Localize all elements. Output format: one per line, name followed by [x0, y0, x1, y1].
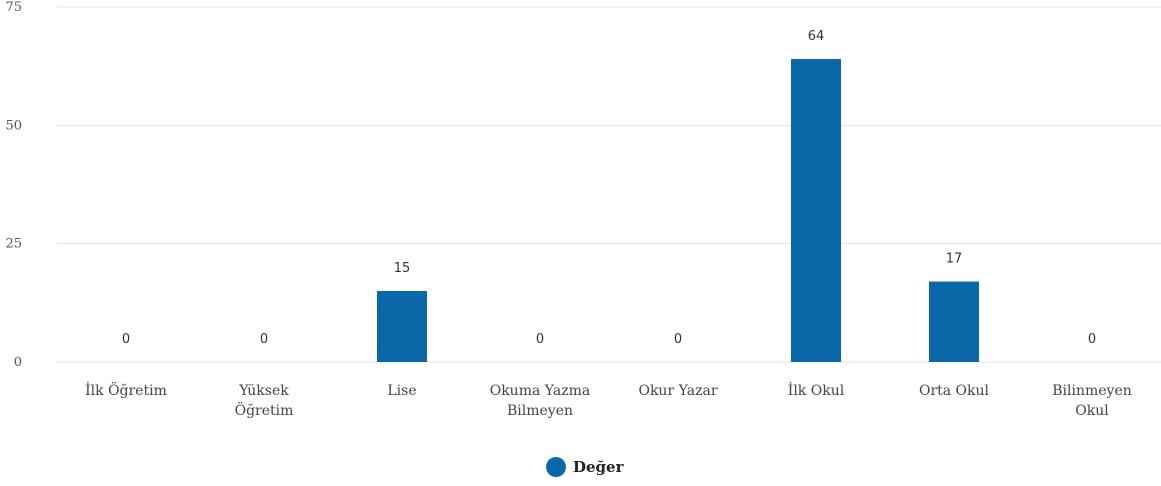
x-tick-line: Orta Okul: [919, 383, 990, 399]
bar-value-label: 0: [1088, 332, 1096, 347]
x-tick-label: Yüksek Öğretim: [235, 383, 294, 419]
x-axis-ticks: İlk Öğretim Yüksek Öğretim Lise Okuma Yazma B…: [85, 381, 1132, 419]
y-tick-label: 0: [14, 355, 22, 370]
gridlines: [57, 6, 1161, 363]
x-tick-line: Yüksek: [238, 383, 289, 399]
bar-value-label: 15: [394, 261, 411, 276]
y-tick-label: 25: [5, 237, 22, 252]
bar[interactable]: [377, 291, 427, 362]
x-tick-label: İlk Öğretim: [85, 381, 167, 399]
x-tick-line: İlk Okul: [788, 381, 845, 399]
legend[interactable]: Değer: [546, 457, 625, 477]
legend-label: Değer: [573, 458, 625, 476]
y-tick-label: 75: [5, 0, 22, 15]
bar-value-label: 0: [122, 332, 130, 347]
y-tick-label: 50: [5, 118, 22, 133]
bar-value-label: 0: [674, 332, 682, 347]
x-tick-label: Bilinmeyen Okul: [1052, 383, 1132, 419]
bar[interactable]: [791, 59, 841, 363]
x-tick-line: Bilinmeyen: [1052, 383, 1132, 399]
x-tick-line: Bilmeyen: [507, 403, 573, 419]
x-tick-line: İlk Öğretim: [85, 381, 167, 399]
x-tick-line: Okul: [1075, 403, 1109, 419]
x-tick-line: Okur Yazar: [638, 383, 717, 399]
bar-value-label: 64: [808, 29, 825, 44]
bar-value-label: 0: [536, 332, 544, 347]
bar-value-label: 17: [946, 252, 963, 267]
x-tick-label: Orta Okul: [919, 383, 990, 399]
x-tick-label: Okur Yazar: [638, 383, 717, 399]
x-tick-label: İlk Okul: [788, 381, 845, 399]
legend-marker: [546, 457, 566, 477]
x-tick-label: Lise: [387, 383, 416, 399]
y-axis-ticks: 0 25 50 75: [5, 0, 22, 370]
x-tick-line: Lise: [387, 383, 416, 399]
x-tick-label: Okuma Yazma Bilmeyen: [490, 383, 591, 419]
bars: [377, 59, 979, 363]
bar[interactable]: [929, 281, 979, 362]
x-tick-line: Öğretim: [235, 401, 294, 419]
bar-value-label: 0: [260, 332, 268, 347]
data-labels: 0 0 15 0 0 64 17 0: [122, 29, 1096, 347]
x-tick-line: Okuma Yazma: [490, 383, 591, 399]
